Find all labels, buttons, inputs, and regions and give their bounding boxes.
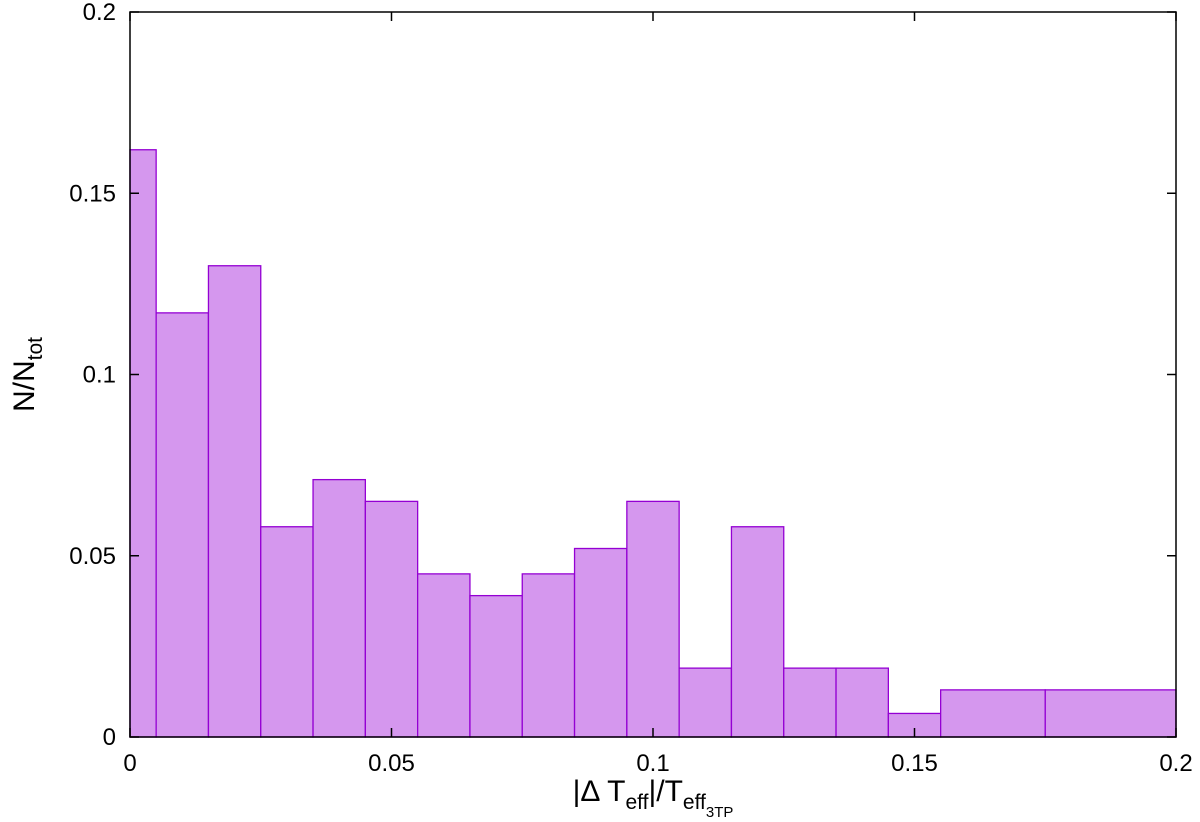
- y-tick-label-2: 0.1: [83, 362, 116, 389]
- histogram-bar-1: [155, 312, 210, 738]
- x-axis-title-mid: |/T: [648, 775, 682, 808]
- histogram-bar-5: [364, 500, 419, 738]
- y-axis-title: N/Ntot: [8, 337, 47, 412]
- histogram-bar-14: [835, 667, 889, 738]
- y-axis-title-main: N/N: [8, 360, 41, 412]
- x-axis-title: |Δ Teff|/Teff3TP: [573, 775, 734, 821]
- bars-layer: [129, 149, 1177, 738]
- histogram-bar-17: [1044, 689, 1177, 738]
- x-axis-title-sub1: eff: [625, 791, 648, 814]
- histogram-bar-0: [129, 149, 157, 738]
- y-tick-label-1: 0.05: [69, 543, 116, 570]
- histogram-bar-3: [260, 526, 314, 738]
- x-tick-label-4: 0.2: [1159, 750, 1192, 777]
- x-axis-title-sub2: eff: [683, 791, 706, 814]
- histogram-bar-9: [573, 547, 628, 738]
- histogram-bar-13: [783, 667, 837, 738]
- histogram-bar-10: [626, 500, 680, 738]
- histogram-bar-4: [312, 478, 366, 738]
- x-tick-label-0: 0: [123, 750, 136, 777]
- ticks-layer: 0 0.05 0.1 0.15 0.2 0 0.05 0.1 0.15 0.2: [69, 0, 1192, 777]
- x-tick-label-2: 0.1: [636, 750, 669, 777]
- y-tick-label-0: 0: [103, 724, 116, 751]
- x-tick-label-3: 0.15: [891, 750, 938, 777]
- x-axis-title-prefix: |Δ T: [573, 775, 626, 808]
- histogram-bar-8: [521, 573, 576, 738]
- x-axis-title-subsub: 3TP: [706, 804, 734, 821]
- x-tick-label-1: 0.05: [368, 750, 415, 777]
- histogram-bar-11: [678, 667, 733, 738]
- y-tick-label-4: 0.2: [83, 0, 116, 26]
- histogram-bar-16: [940, 689, 1046, 738]
- y-tick-label-3: 0.15: [69, 180, 116, 207]
- histogram-bar-2: [207, 265, 262, 738]
- histogram-bar-7: [469, 594, 523, 738]
- y-axis-title-sub: tot: [24, 337, 47, 361]
- histogram-bar-6: [416, 573, 471, 738]
- histogram-bar-12: [730, 526, 785, 738]
